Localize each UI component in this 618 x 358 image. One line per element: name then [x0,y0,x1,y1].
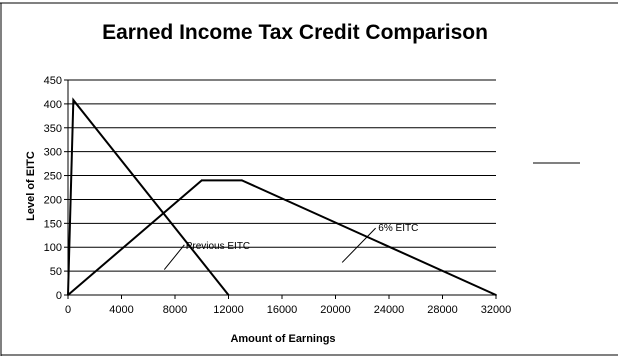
y-tick-label: 150 [44,218,62,230]
series-line-1 [67,179,497,296]
x-tick-label: 28000 [427,304,458,316]
y-axis-title: Level of EITC [25,151,37,221]
x-tick-label: 8000 [163,304,187,316]
y-tick-label: 350 [44,123,62,135]
y-tick-label: 100 [44,242,62,254]
annotation-leader [341,227,376,263]
y-tick-label: 50 [50,266,62,278]
y-tick-label: 200 [44,194,62,206]
series-1-point [495,294,497,296]
series-line-0 [67,97,230,296]
series-lines [67,97,497,296]
x-tick-label: 16000 [267,304,298,316]
series-1-point [240,179,243,182]
series-0-point [72,99,75,101]
x-tick-label: 20000 [320,304,351,316]
x-tick-label: 12000 [213,304,244,316]
x-tick-label: 0 [65,304,71,316]
x-axis-title: Amount of Earnings [230,333,335,345]
x-tick-label: 24000 [374,304,405,316]
series-1-point [200,179,203,182]
x-tick-label: 4000 [109,304,133,316]
x-tick-labels: 0 4000 8000 12000 16000 20000 24000 28000 32000 [65,304,511,316]
y-tick-label: 250 [44,171,62,183]
series-0-point [227,294,230,296]
y-tick-label: 400 [44,99,62,111]
annotations: Previous EITC 6% EITC [163,223,418,270]
annotation-leader [163,244,185,270]
annotation-label: 6% EITC [378,223,418,234]
y-tick-label: 0 [56,290,62,302]
y-tick-labels: 0 50 100 150 200 250 300 350 400 450 [44,75,62,302]
annotation-label: Previous EITC [186,241,250,252]
x-tick-label: 32000 [481,304,512,316]
series-1-point [67,294,69,296]
y-tick-label: 300 [44,147,62,159]
y-tick-label: 450 [44,75,62,87]
chart-title: Earned Income Tax Credit Comparison [102,21,488,44]
grid-lines [64,79,496,296]
